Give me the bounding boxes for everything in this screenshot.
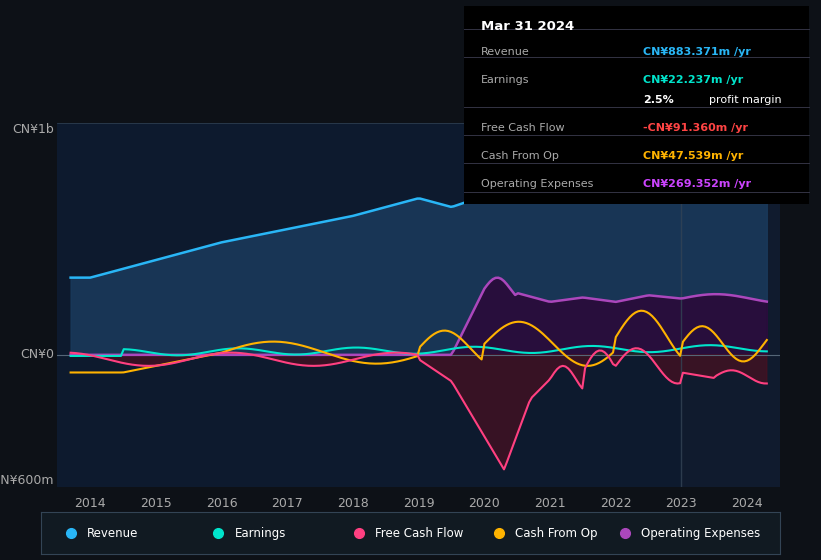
Text: CN¥0: CN¥0 — [20, 348, 54, 361]
Text: Cash From Op: Cash From Op — [516, 527, 598, 540]
Text: Revenue: Revenue — [481, 48, 530, 57]
Text: CN¥47.539m /yr: CN¥47.539m /yr — [643, 151, 744, 161]
Text: CN¥269.352m /yr: CN¥269.352m /yr — [643, 179, 751, 189]
Text: Free Cash Flow: Free Cash Flow — [375, 527, 463, 540]
Text: Earnings: Earnings — [481, 75, 530, 85]
Bar — [681, 123, 780, 487]
Text: -CN¥600m: -CN¥600m — [0, 474, 54, 487]
Text: Cash From Op: Cash From Op — [481, 151, 559, 161]
Text: profit margin: profit margin — [709, 95, 782, 105]
Text: Free Cash Flow: Free Cash Flow — [481, 123, 565, 133]
Text: Operating Expenses: Operating Expenses — [481, 179, 594, 189]
Text: CN¥22.237m /yr: CN¥22.237m /yr — [643, 75, 744, 85]
Text: Revenue: Revenue — [87, 527, 138, 540]
Text: -CN¥91.360m /yr: -CN¥91.360m /yr — [643, 123, 748, 133]
Text: CN¥1b: CN¥1b — [12, 123, 54, 136]
Text: Mar 31 2024: Mar 31 2024 — [481, 20, 575, 32]
Text: CN¥883.371m /yr: CN¥883.371m /yr — [643, 48, 751, 57]
Text: Earnings: Earnings — [235, 527, 286, 540]
Text: 2.5%: 2.5% — [643, 95, 674, 105]
Text: Operating Expenses: Operating Expenses — [641, 527, 760, 540]
